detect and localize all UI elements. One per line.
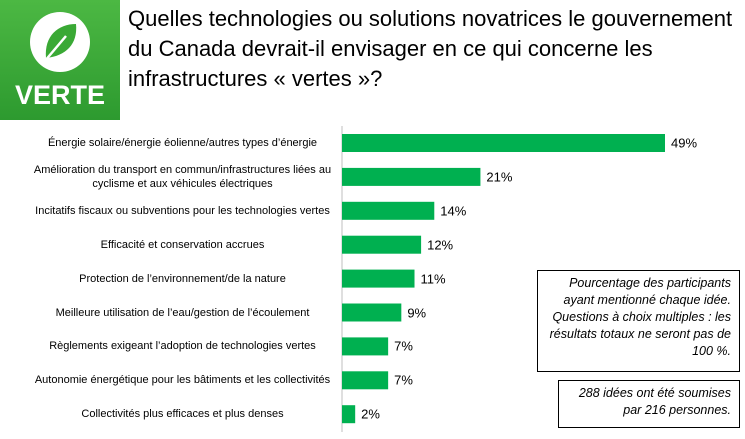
bar xyxy=(342,405,356,424)
value-label: 7% xyxy=(394,338,413,354)
bar xyxy=(342,201,435,220)
value-label: 2% xyxy=(361,406,380,422)
leaf-icon xyxy=(30,12,90,72)
chart-title: Quelles technologies ou solutions novatr… xyxy=(128,6,733,91)
bar xyxy=(342,167,481,186)
category-label: Efficacité et conservation accrues xyxy=(100,238,265,251)
note: 288 idées ont été soumises par 216 perso… xyxy=(558,380,740,428)
category-label: Amélioration du transport en commun/infr… xyxy=(33,163,332,190)
bar xyxy=(342,303,402,322)
category-label: Meilleure utilisation de l’eau/gestion d… xyxy=(55,306,310,319)
value-label: 14% xyxy=(440,203,467,219)
bar xyxy=(342,235,422,254)
value-label: 49% xyxy=(671,135,698,151)
bar xyxy=(342,269,415,288)
category-label: Collectivités plus efficaces et plus den… xyxy=(81,408,284,421)
bar xyxy=(342,337,389,356)
bar xyxy=(342,371,389,390)
category-label: Règlements exigeant l’adoption de techno… xyxy=(49,340,316,353)
value-label: 12% xyxy=(427,237,454,253)
category-label: Autonomie énergétique pour les bâtiments… xyxy=(34,374,331,387)
value-label: 7% xyxy=(394,372,413,388)
category-label: Protection de l’environnement/de la natu… xyxy=(79,272,286,285)
bar xyxy=(342,134,665,152)
value-label: 11% xyxy=(420,271,446,287)
badge-label: VERTE xyxy=(14,80,106,110)
badge: VERTE xyxy=(0,0,120,120)
category-label: Énergie solaire/énergie éolienne/autres … xyxy=(47,137,318,149)
value-label: 9% xyxy=(407,305,427,320)
value-label: 21% xyxy=(486,169,513,185)
category-label: Incitatifs fiscaux ou subventions pour l… xyxy=(35,204,330,217)
note: Pourcentage des participants ayant menti… xyxy=(537,270,740,372)
